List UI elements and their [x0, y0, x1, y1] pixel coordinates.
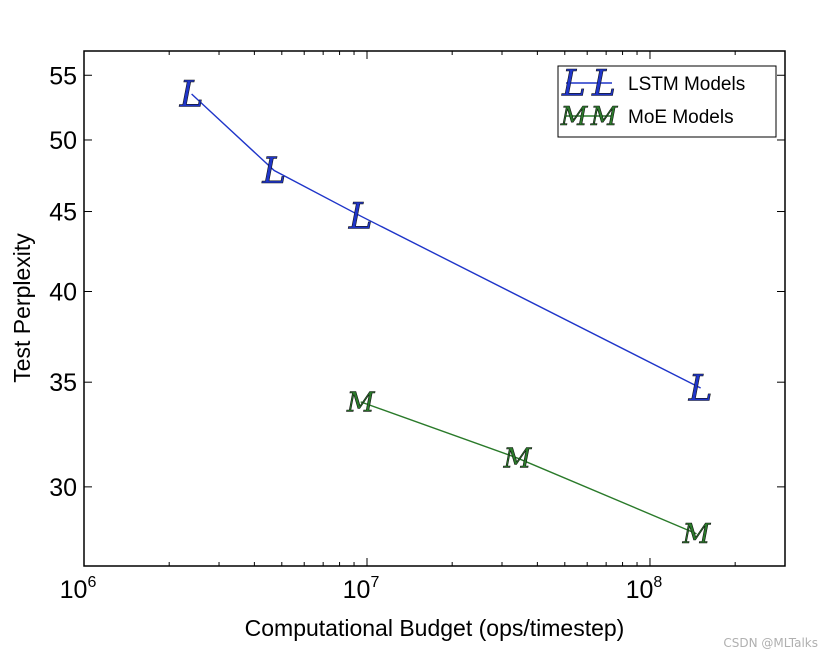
data-point-marker: L: [261, 151, 286, 192]
y-tick-label: 55: [49, 62, 77, 90]
y-tick-label: 30: [49, 474, 77, 502]
watermark: CSDN @MLTalks: [723, 636, 818, 650]
y-tick-label: 40: [49, 279, 77, 307]
axis-ticks: [83, 51, 786, 566]
y-tick-label: 45: [49, 199, 77, 227]
legend-entry: M M MoE Models: [559, 102, 734, 133]
y-axis-label: Test Perplexity: [9, 233, 35, 383]
data-point-marker: L: [179, 75, 204, 116]
data-point-marker: M: [346, 387, 376, 418]
series-moe-models: M M M: [346, 387, 712, 550]
x-axis-label: Computational Budget (ops/timestep): [245, 615, 625, 641]
series-line: [191, 93, 701, 389]
series-line: [360, 401, 697, 535]
series-lstm-models: L L L L: [178, 74, 713, 410]
x-tick-label: 106: [60, 574, 97, 604]
legend-marker: L: [561, 64, 586, 105]
legend-marker: M: [590, 102, 619, 132]
y-tick-label: 35: [49, 369, 77, 397]
data-point-marker: L: [688, 369, 713, 410]
legend-entry: L L LSTM Models: [561, 63, 745, 105]
x-tick-label: 107: [343, 574, 380, 604]
legend-marker: M: [560, 102, 589, 132]
legend-label: LSTM Models: [628, 74, 745, 95]
y-tick-label: 50: [49, 127, 77, 155]
data-point-marker: M: [682, 519, 712, 550]
data-point-marker: L: [348, 197, 373, 238]
tick-labels: 106 107 108 30 35 40 45 50 55: [49, 62, 662, 604]
legend: L L LSTM Models M M MoE Models: [557, 63, 777, 138]
plot-area-frame: [83, 50, 786, 567]
x-tick-label: 108: [626, 574, 663, 604]
legend-marker: L: [591, 64, 616, 105]
data-point-marker: M: [503, 444, 533, 475]
legend-label: MoE Models: [628, 107, 734, 128]
legend-box: [557, 65, 777, 138]
